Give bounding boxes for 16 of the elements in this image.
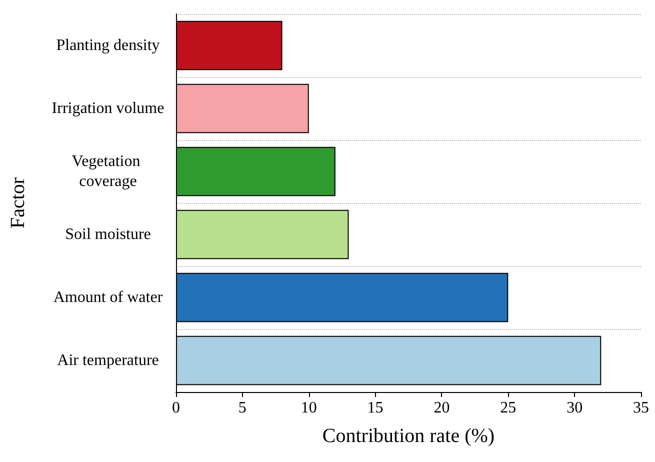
x-tick-label: 0 (172, 400, 180, 416)
y-tick-label: Planting density (56, 37, 160, 54)
x-tick-label: 10 (300, 400, 317, 416)
y-tick-label: Soil moisture (65, 226, 151, 243)
x-tick-label: 30 (566, 400, 583, 416)
x-tick-label: 15 (367, 400, 384, 416)
y-tick-label: Air temperature (57, 352, 159, 369)
y-tick-label: Amount of water (53, 289, 164, 306)
x-tick-label: 5 (238, 400, 246, 416)
x-tick-label: 20 (434, 400, 450, 416)
y-axis-title: Factor (7, 177, 29, 229)
x-axis-title: Contribution rate (%) (322, 425, 495, 447)
y-tick-label: Irrigation volume (52, 100, 164, 117)
x-tick-label: 35 (633, 400, 649, 416)
x-tick-label: 25 (500, 400, 516, 416)
y-tick-label: Vegetation coverage (72, 153, 144, 190)
